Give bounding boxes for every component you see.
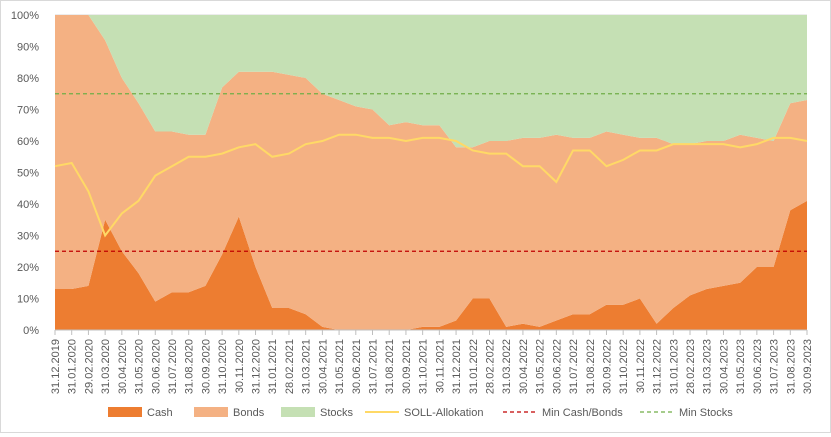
y-tick-label: 100%	[11, 10, 39, 22]
x-tick-label: 31.03.2022	[501, 339, 513, 394]
legend: Cash Bonds Stocks SOLL-Allokation Min Cash/B…	[108, 407, 733, 419]
x-tick-label: 31.03.2021	[301, 339, 313, 394]
x-tick-label: 30.06.2021	[351, 339, 363, 394]
y-tick-label: 60%	[17, 136, 39, 148]
x-tick-label: 31.05.2022	[535, 339, 547, 394]
x-tick-label: 30.11.2020	[234, 339, 246, 393]
y-tick-label: 40%	[17, 199, 39, 211]
x-tick-label: 28.02.2021	[284, 339, 296, 394]
legend-label-min-cash-bonds: Min Cash/Bonds	[542, 407, 623, 419]
x-tick-label: 31.10.2020	[217, 339, 229, 394]
legend-label-min-stocks: Min Stocks	[679, 407, 733, 419]
legend-label-cash: Cash	[147, 407, 173, 419]
legend-swatch-bonds	[194, 407, 228, 417]
y-tick-label: 50%	[17, 168, 39, 180]
x-tick-label: 31.10.2022	[618, 339, 630, 394]
x-tick-label: 30.04.2020	[117, 339, 129, 394]
legend-label-stocks: Stocks	[320, 407, 354, 419]
x-tick-label: 28.02.2023	[685, 339, 697, 394]
x-tick-label: 30.06.2023	[752, 339, 764, 394]
y-tick-label: 20%	[17, 262, 39, 274]
x-tick-label: 31.01.2020	[67, 339, 79, 394]
x-tick-label: 31.07.2021	[368, 339, 380, 394]
x-tick-label: 31.12.2021	[451, 339, 463, 394]
x-tick-label: 31.08.2021	[384, 339, 396, 394]
x-tick-label: 31.08.2020	[184, 339, 196, 394]
x-tick-label: 31.05.2020	[134, 339, 146, 394]
x-tick-label: 31.08.2023	[785, 339, 797, 394]
y-tick-label: 30%	[17, 231, 39, 243]
x-tick-label: 31.05.2023	[735, 339, 747, 394]
x-tick-label: 30.09.2021	[401, 339, 413, 394]
x-tick-label: 30.09.2022	[601, 339, 613, 394]
x-tick-label: 30.06.2022	[551, 339, 563, 394]
x-tick-label: 30.04.2022	[518, 339, 530, 394]
x-tick-label: 30.11.2022	[635, 339, 647, 393]
x-tick-label: 30.11.2021	[434, 339, 446, 393]
legend-swatch-cash	[108, 407, 142, 417]
x-tick-label: 31.03.2020	[100, 339, 112, 394]
x-tick-label: 31.03.2023	[702, 339, 714, 394]
x-axis: 31.12.2019 31.01.2020 29.02.2020 31.03.2020…	[50, 330, 814, 394]
y-tick-label: 80%	[17, 73, 39, 85]
legend-swatch-stocks	[281, 407, 315, 417]
y-tick-label: 70%	[17, 105, 39, 117]
y-axis: 0% 10% 20% 30% 40% 50% 60% 70% 80% 90% 100%	[11, 10, 39, 337]
x-tick-label: 31.05.2021	[334, 339, 346, 394]
x-tick-label: 30.04.2021	[317, 339, 329, 394]
x-tick-label: 28.02.2022	[484, 339, 496, 394]
x-tick-label: 31.10.2021	[418, 339, 430, 394]
x-tick-label: 30.06.2020	[150, 339, 162, 394]
x-tick-label: 31.01.2021	[267, 339, 279, 394]
x-tick-label: 31.01.2022	[468, 339, 480, 394]
x-tick-label: 30.09.2020	[200, 339, 212, 394]
x-tick-label: 31.01.2023	[668, 339, 680, 394]
x-tick-label: 30.04.2023	[718, 339, 730, 394]
y-tick-label: 10%	[17, 294, 39, 306]
x-tick-label: 31.12.2019	[50, 339, 62, 394]
x-tick-label: 29.02.2020	[83, 339, 95, 394]
x-tick-label: 31.07.2020	[167, 339, 179, 394]
x-tick-label: 31.12.2020	[251, 339, 263, 394]
x-tick-label: 31.07.2022	[568, 339, 580, 394]
stacked-areas	[55, 15, 807, 330]
y-tick-label: 90%	[17, 42, 39, 54]
x-tick-label: 31.08.2022	[585, 339, 597, 394]
legend-label-soll-allokation: SOLL-Allokation	[404, 407, 484, 419]
legend-label-bonds: Bonds	[233, 407, 265, 419]
x-tick-label: 31.12.2022	[652, 339, 664, 394]
x-tick-label: 30.09.2023	[802, 339, 814, 394]
y-tick-label: 0%	[23, 325, 39, 337]
x-tick-label: 31.07.2023	[769, 339, 781, 394]
